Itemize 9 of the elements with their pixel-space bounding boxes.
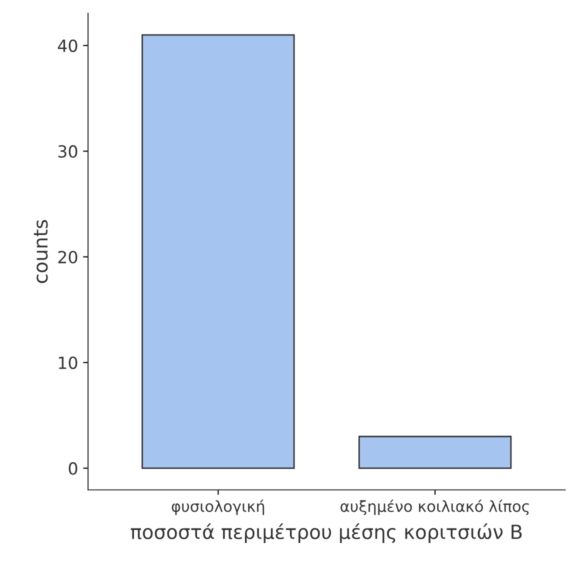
x-tick-label: φυσιολογική (172, 500, 264, 515)
x-axis-title: ποσοστά περιμέτρου μέσης κοριτσιών Β (130, 523, 522, 543)
y-tick-label: 20 (58, 250, 78, 264)
y-tick-label: 0 (68, 462, 78, 475)
y-tick-label: 30 (58, 145, 78, 158)
x-tick-label: αυξημένο κοιλιακό λίπος (340, 500, 529, 516)
y-tick-label: 10 (58, 356, 78, 370)
y-axis-title: counts (34, 220, 48, 283)
y-tick-label: 40 (58, 39, 78, 52)
